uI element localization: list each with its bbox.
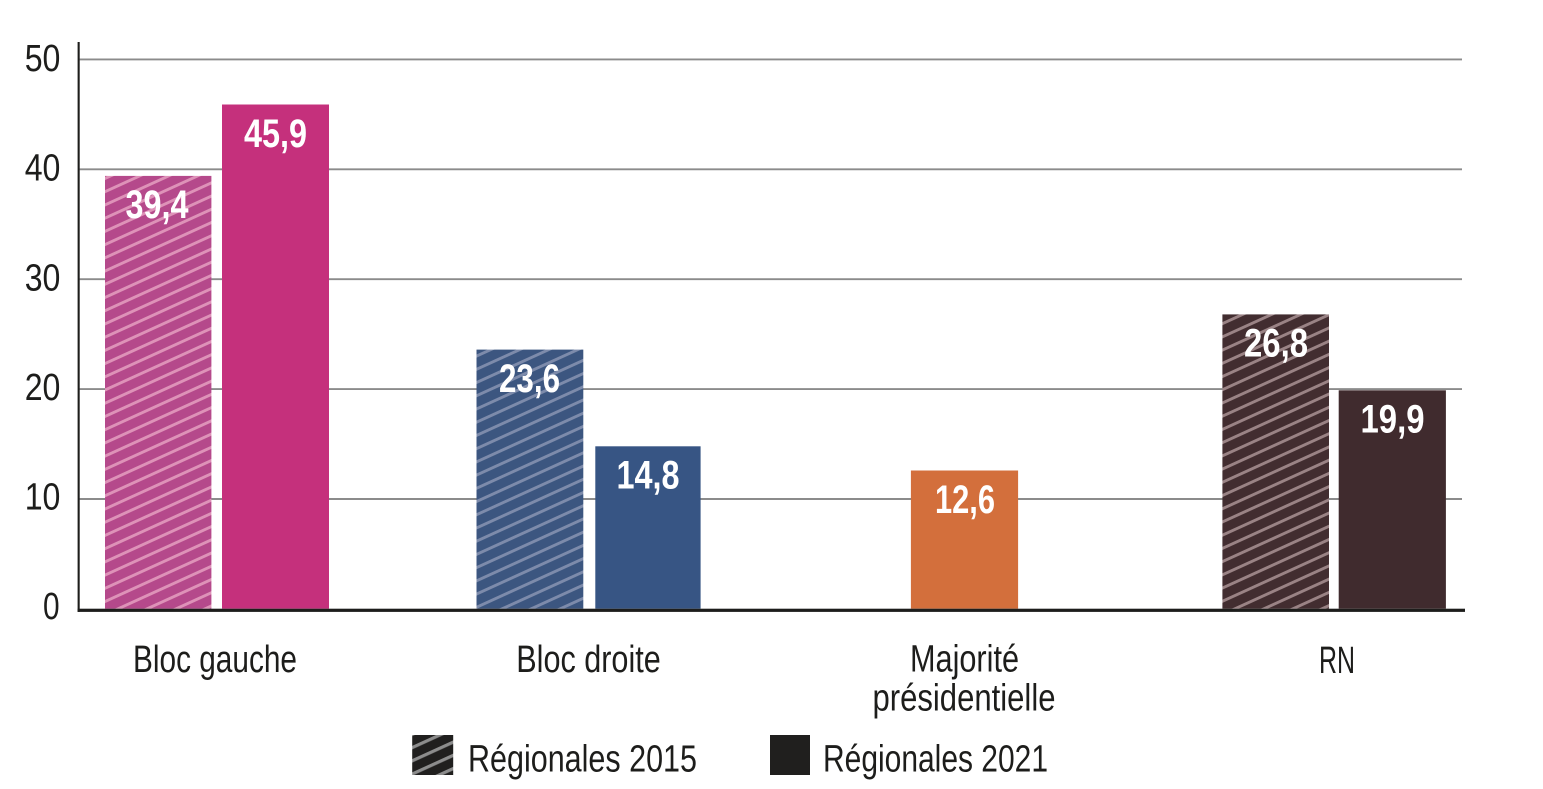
svg-text:12,6: 12,6 <box>935 478 995 522</box>
svg-text:20: 20 <box>25 367 61 409</box>
svg-text:50: 50 <box>25 38 61 80</box>
svg-text:Bloc droite: Bloc droite <box>516 639 661 681</box>
svg-text:26,8: 26,8 <box>1244 322 1308 366</box>
svg-text:23,6: 23,6 <box>499 357 560 401</box>
svg-text:RN: RN <box>1319 640 1355 682</box>
svg-text:0: 0 <box>43 586 60 628</box>
svg-text:Régionales 2021: Régionales 2021 <box>823 739 1048 781</box>
svg-text:14,8: 14,8 <box>617 454 680 498</box>
svg-text:Majorité: Majorité <box>910 638 1019 680</box>
svg-text:Bloc gauche: Bloc gauche <box>133 639 297 681</box>
svg-text:19,9: 19,9 <box>1361 398 1425 442</box>
svg-text:présidentielle: présidentielle <box>873 678 1056 720</box>
svg-text:39,4: 39,4 <box>126 183 190 227</box>
svg-text:45,9: 45,9 <box>244 112 307 156</box>
svg-text:Régionales 2015: Régionales 2015 <box>468 739 697 781</box>
svg-text:40: 40 <box>25 148 61 190</box>
svg-text:10: 10 <box>25 477 61 519</box>
svg-text:30: 30 <box>25 257 61 299</box>
